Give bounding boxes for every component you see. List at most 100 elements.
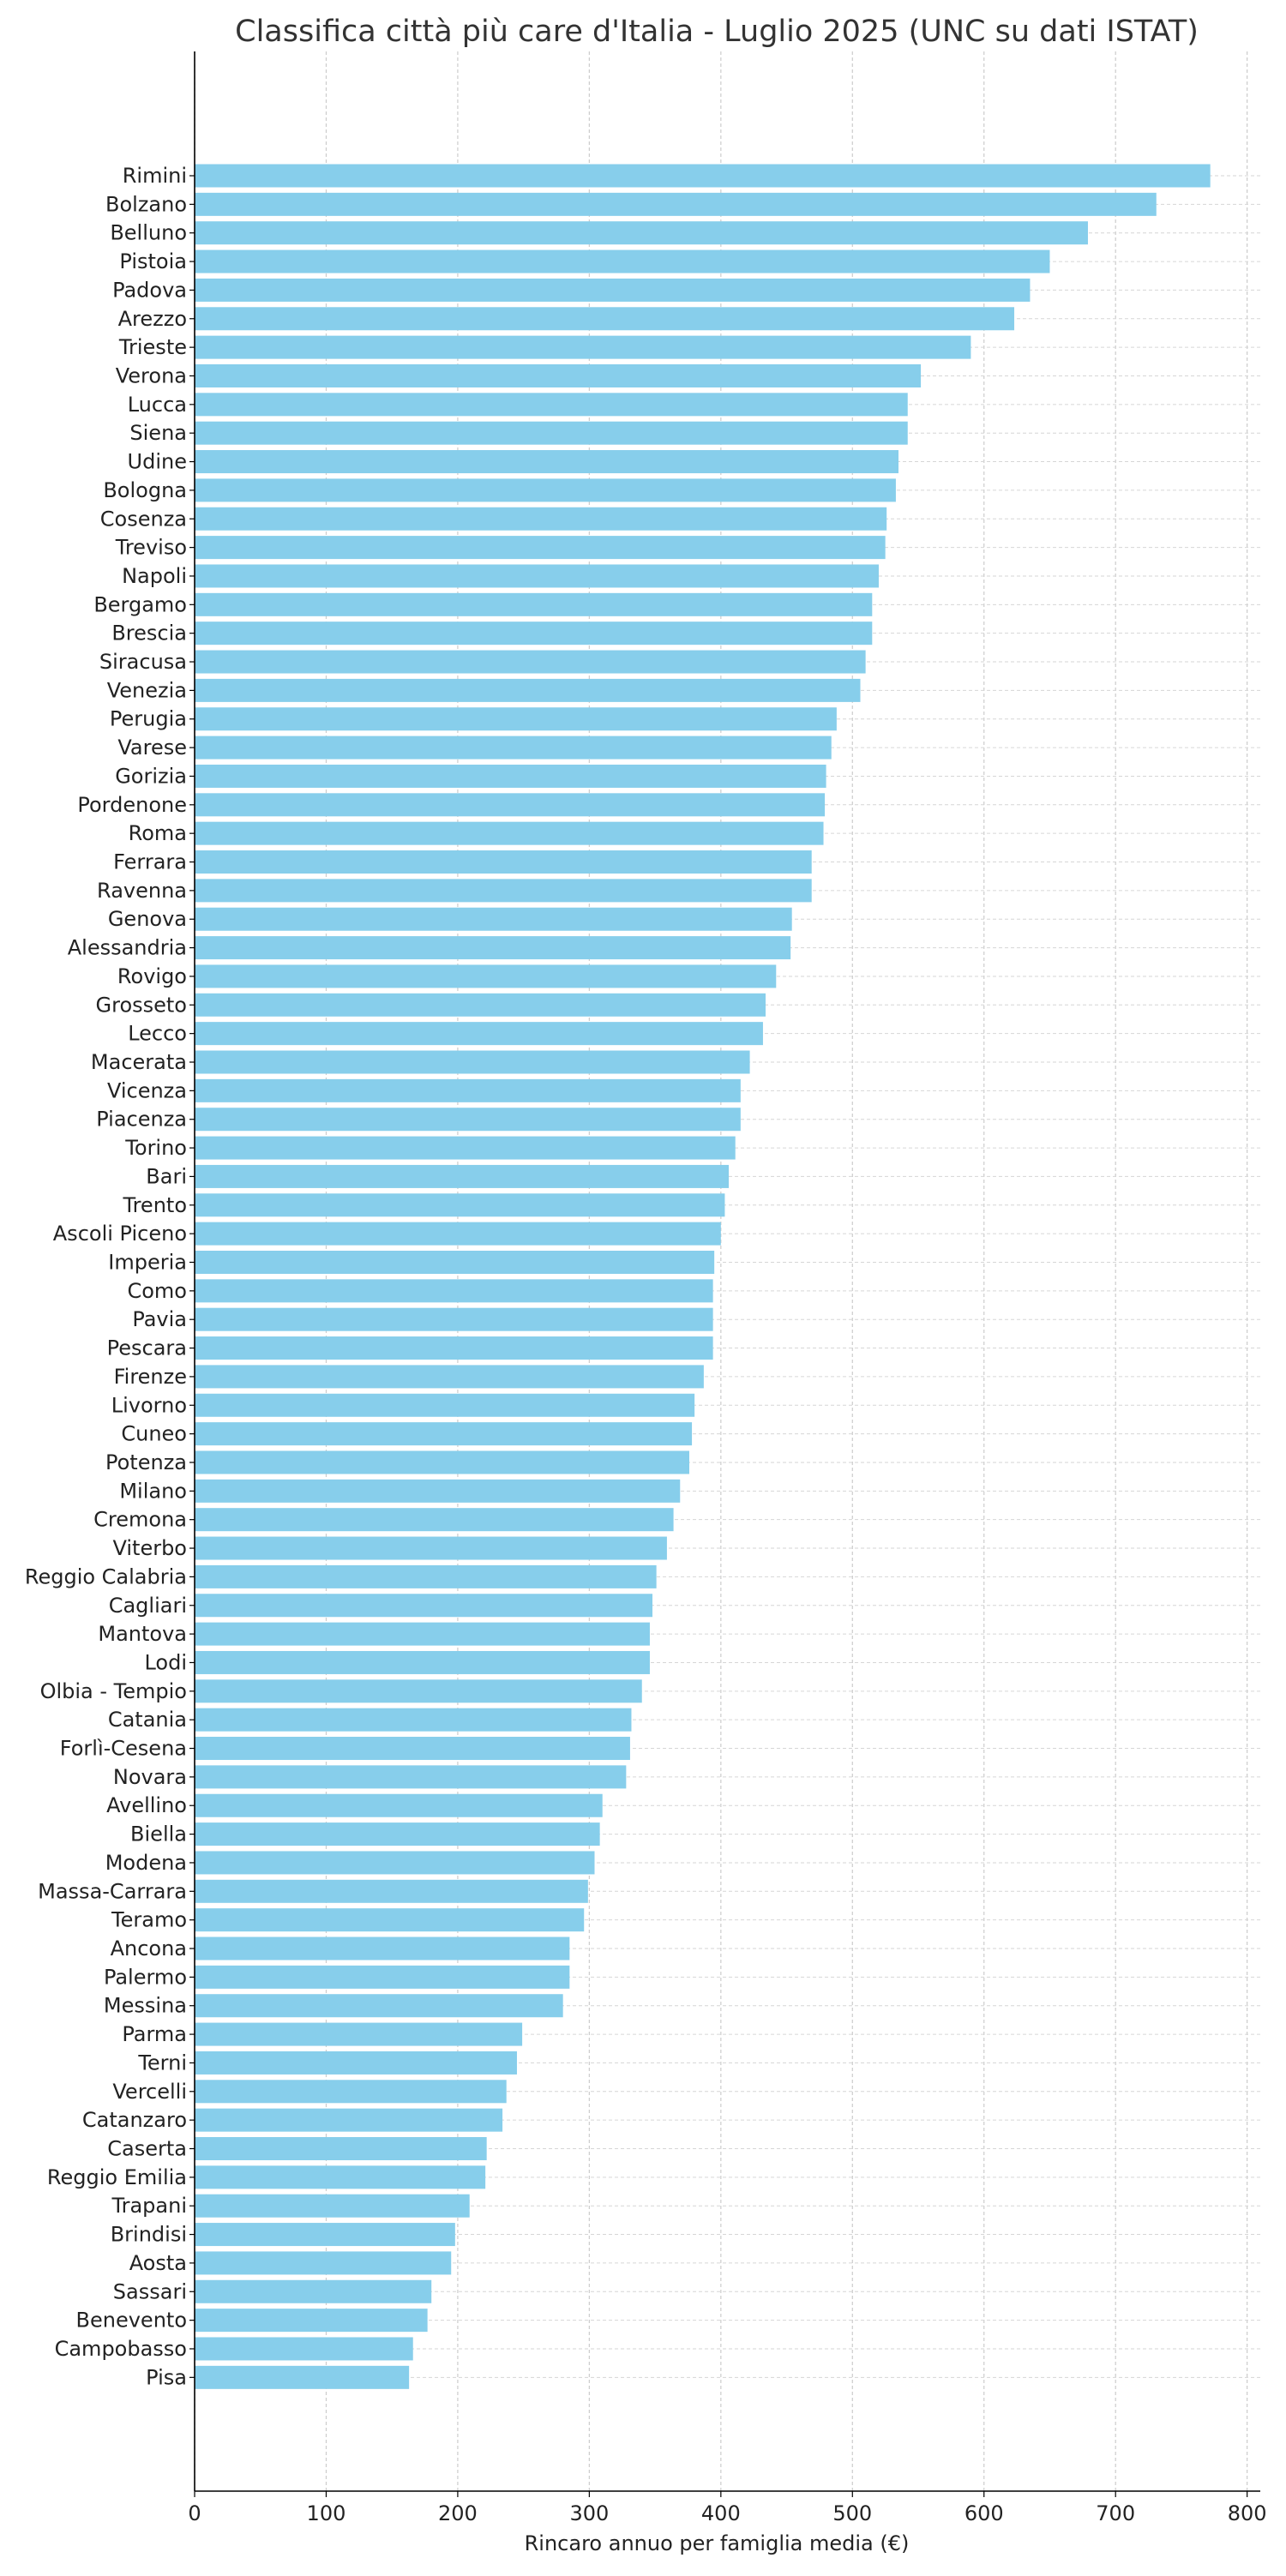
category-label: Perugia bbox=[110, 707, 187, 731]
bar bbox=[195, 1851, 595, 1875]
category-label: Cremona bbox=[93, 1508, 187, 1532]
category-label: Benevento bbox=[76, 2309, 187, 2333]
category-label: Cosenza bbox=[100, 507, 187, 531]
bar bbox=[195, 507, 887, 531]
bar bbox=[195, 650, 866, 674]
category-label: Cuneo bbox=[121, 1422, 187, 1446]
x-tick-label: 200 bbox=[438, 2501, 478, 2525]
bar bbox=[195, 221, 1088, 245]
bar bbox=[195, 1078, 741, 1102]
bar bbox=[195, 678, 861, 702]
category-label: Brescia bbox=[111, 621, 187, 646]
category-label: Genova bbox=[108, 907, 187, 931]
category-label: Grosseto bbox=[96, 993, 188, 1017]
bar bbox=[195, 1564, 657, 1588]
category-label: Pisa bbox=[146, 2365, 187, 2389]
category-label: Olbia - Tempio bbox=[40, 1679, 187, 1703]
category-label: Trieste bbox=[118, 335, 187, 359]
axes bbox=[189, 51, 1260, 2497]
bars bbox=[195, 164, 1211, 2389]
x-tick-label: 600 bbox=[964, 2501, 1004, 2525]
bar bbox=[195, 879, 812, 903]
bar bbox=[195, 1450, 689, 1474]
bar bbox=[195, 1822, 600, 1846]
category-label: Modena bbox=[105, 1851, 187, 1875]
category-label: Catanzaro bbox=[82, 2108, 187, 2132]
bar bbox=[195, 793, 826, 817]
category-label: Reggio Calabria bbox=[25, 1564, 187, 1588]
bar bbox=[195, 1422, 693, 1446]
bar bbox=[195, 1594, 653, 1618]
category-label: Alessandria bbox=[68, 936, 187, 960]
category-label: Novara bbox=[113, 1765, 187, 1789]
category-label: Torino bbox=[124, 1136, 187, 1160]
category-label: Belluno bbox=[110, 221, 187, 245]
category-label: Bari bbox=[146, 1164, 187, 1188]
category-label: Forlì-Cesena bbox=[60, 1737, 187, 1761]
category-label: Pordenone bbox=[77, 793, 187, 817]
bar bbox=[195, 2051, 517, 2075]
category-label: Ascoli Piceno bbox=[53, 1222, 187, 1246]
bar bbox=[195, 2279, 432, 2303]
bar bbox=[195, 1050, 750, 1074]
category-label: Verona bbox=[116, 363, 187, 387]
bar bbox=[195, 335, 971, 359]
x-axis-label: Rincaro annuo per famiglia media (€) bbox=[525, 2531, 910, 2555]
bar bbox=[195, 192, 1157, 216]
bar bbox=[195, 1193, 725, 1217]
bar bbox=[195, 1879, 588, 1903]
bar bbox=[195, 1279, 713, 1303]
category-label: Milano bbox=[119, 1479, 187, 1503]
category-label: Aosta bbox=[129, 2251, 187, 2275]
category-label: Cagliari bbox=[109, 1594, 187, 1618]
bar bbox=[195, 850, 812, 874]
category-label: Ferrara bbox=[113, 850, 187, 874]
bar bbox=[195, 1536, 667, 1560]
x-tick-label: 400 bbox=[701, 2501, 741, 2525]
category-label: Viterbo bbox=[112, 1536, 187, 1560]
category-label: Pescara bbox=[107, 1336, 187, 1360]
bar bbox=[195, 1336, 713, 1360]
bar bbox=[195, 478, 896, 502]
category-label: Lecco bbox=[128, 1022, 187, 1046]
category-label: Padova bbox=[112, 278, 187, 302]
bar bbox=[195, 2223, 455, 2247]
bar bbox=[195, 1393, 695, 1417]
bar bbox=[195, 1793, 603, 1817]
category-label: Treviso bbox=[115, 536, 187, 560]
category-label: Lucca bbox=[128, 393, 187, 417]
chart-title: Classifica città più care d'Italia - Lug… bbox=[235, 15, 1199, 49]
bar bbox=[195, 564, 879, 588]
category-label: Massa-Carrara bbox=[38, 1879, 187, 1903]
bar bbox=[195, 249, 1050, 273]
category-label: Imperia bbox=[108, 1250, 187, 1274]
bar bbox=[195, 964, 777, 988]
bar bbox=[195, 450, 898, 474]
category-label: Parma bbox=[122, 2022, 187, 2046]
bar bbox=[195, 1622, 650, 1646]
category-label: Bologna bbox=[103, 478, 187, 502]
category-label: Messina bbox=[104, 1994, 187, 2018]
bar bbox=[195, 1737, 630, 1761]
bar bbox=[195, 307, 1015, 331]
category-label: Terni bbox=[137, 2051, 187, 2075]
bar bbox=[195, 736, 832, 760]
bar bbox=[195, 707, 837, 731]
bar bbox=[195, 1708, 632, 1732]
bar bbox=[195, 2022, 523, 2046]
category-label: Campobasso bbox=[55, 2337, 187, 2361]
bar bbox=[195, 592, 873, 616]
bar bbox=[195, 1908, 585, 1932]
bar bbox=[195, 1222, 721, 1246]
category-label: Reggio Emilia bbox=[47, 2165, 187, 2189]
category-label: Arezzo bbox=[118, 307, 187, 331]
x-tick-label: 300 bbox=[569, 2501, 609, 2525]
category-label: Sassari bbox=[113, 2279, 187, 2303]
category-label: Livorno bbox=[111, 1393, 187, 1417]
bar bbox=[195, 1679, 642, 1703]
category-label: Siracusa bbox=[99, 650, 187, 674]
x-tick-label: 0 bbox=[188, 2501, 201, 2525]
category-label: Ravenna bbox=[97, 879, 187, 903]
bar bbox=[195, 907, 792, 931]
